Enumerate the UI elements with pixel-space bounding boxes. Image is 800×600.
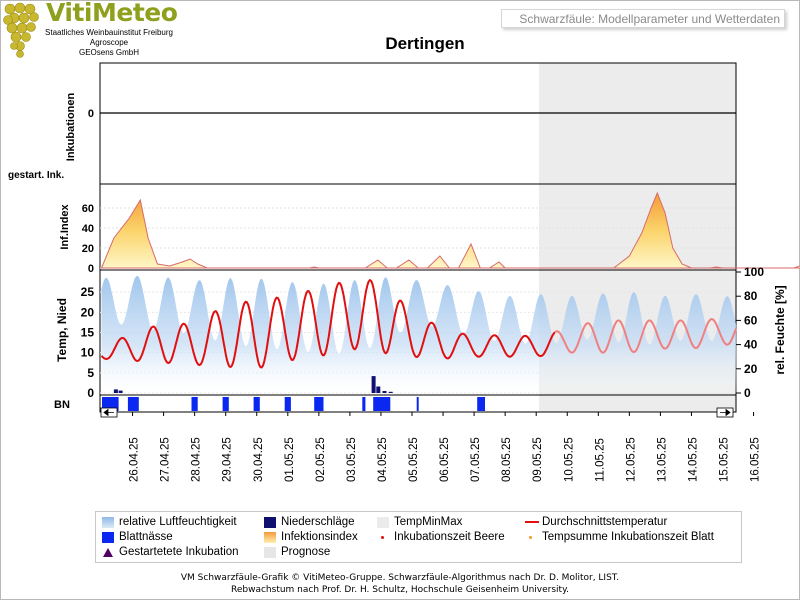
temp-tick-label: 0 bbox=[87, 386, 94, 400]
institution-2: Agroscope bbox=[89, 38, 129, 47]
header-title-box: Schwarzfäule: Modellparameter und Wetter… bbox=[501, 9, 785, 28]
weather-chart: Inkubationen 0 gestart. Ink. Inf.Index 0… bbox=[8, 62, 800, 482]
humidity-area bbox=[101, 275, 737, 393]
x-tick-label: 11.05.25 bbox=[594, 438, 606, 482]
precip-bar bbox=[382, 391, 387, 393]
x-tick-label: 27.04.25 bbox=[160, 437, 172, 482]
temp-tick-label: 15 bbox=[81, 326, 95, 340]
leaf-wetness-bar bbox=[102, 397, 119, 411]
legend-niederschlag-swatch bbox=[264, 517, 276, 528]
x-tick-label: 03.05.25 bbox=[346, 437, 358, 482]
weather-ylabel-left: Temp, Nied bbox=[55, 298, 69, 362]
x-tick-label: 10.05.25 bbox=[563, 437, 575, 482]
leaf-wetness-bar bbox=[222, 397, 229, 411]
x-tick-label: 04.05.25 bbox=[377, 437, 389, 482]
temp-tick-label: 20 bbox=[81, 305, 95, 319]
institution-3: GEOsens GmbH bbox=[78, 48, 139, 57]
precip-bar bbox=[388, 391, 393, 393]
inkubationen-ylabel: Inkubationen bbox=[65, 93, 77, 162]
station-title: Dertingen bbox=[385, 34, 465, 53]
x-tick-label: 15.05.25 bbox=[719, 437, 731, 482]
x-tick-label: 14.05.25 bbox=[688, 437, 700, 482]
precip-bar bbox=[113, 389, 118, 393]
humidity-tick-label: 0 bbox=[744, 386, 751, 400]
x-tick-label: 05.05.25 bbox=[408, 437, 420, 482]
legend-rh-swatch bbox=[102, 517, 114, 528]
x-tick-label: 16.05.25 bbox=[750, 437, 762, 482]
legend-avgtemp-swatch bbox=[525, 521, 539, 523]
leaf-wetness-bar bbox=[373, 397, 391, 411]
legend-tempminmax-swatch bbox=[377, 517, 389, 528]
leaf-wetness-bar bbox=[191, 397, 198, 411]
legend: relative Luftfeuchtigkeit Niederschläge … bbox=[95, 511, 742, 563]
humidity-tick-label: 20 bbox=[744, 362, 758, 376]
x-tick-label: 29.04.25 bbox=[222, 437, 234, 482]
leaf-wetness-bar bbox=[477, 397, 485, 411]
leaf-wetness-bar bbox=[362, 397, 366, 411]
legend-blattnaesse-swatch bbox=[102, 532, 114, 543]
precip-bar bbox=[371, 376, 376, 393]
x-tick-label: 26.04.25 bbox=[129, 437, 141, 482]
temp-tick-label: 10 bbox=[81, 346, 95, 360]
weather-ylabel-right: rel. Feuchte [%] bbox=[773, 285, 787, 374]
x-tick-label: 02.05.25 bbox=[315, 437, 327, 482]
inf-tick-label: 40 bbox=[82, 223, 94, 235]
legend-beere-dot bbox=[381, 536, 384, 539]
footer-line-2: Rebwachstum nach Prof. Dr. H. Schultz, H… bbox=[231, 585, 569, 595]
footer: VM Schwarzfäule-Grafik © VitiMeteo-Grupp… bbox=[0, 572, 800, 596]
x-tick-label: 06.05.25 bbox=[439, 437, 451, 482]
inf-index-ylabel: Inf.Index bbox=[59, 204, 71, 250]
institution-1: Staatliches Weinbauinstitut Freiburg bbox=[45, 28, 173, 37]
inf-tick-label: 20 bbox=[82, 243, 94, 255]
humidity-tick-label: 100 bbox=[744, 265, 764, 279]
temperature-line bbox=[100, 278, 556, 369]
x-tick-label: 13.05.25 bbox=[656, 437, 668, 482]
leaf-wetness-bar bbox=[416, 397, 419, 411]
bn-ylabel: BN bbox=[54, 399, 70, 411]
inf-tick-label: 0 bbox=[88, 263, 94, 275]
vitimeteo-logo: VitiMeteo Staatliches Weinbauinstitut Fr… bbox=[0, 0, 190, 62]
leaf-wetness-bar bbox=[253, 397, 260, 411]
temperature-forecast-line bbox=[554, 318, 738, 354]
legend-blatt-dot bbox=[529, 536, 532, 539]
inkubationen-tick-0: 0 bbox=[88, 108, 94, 120]
x-tick-label: 12.05.25 bbox=[625, 437, 637, 482]
humidity-tick-label: 80 bbox=[744, 289, 758, 303]
plot-frame bbox=[99, 62, 737, 413]
logo-wordmark: VitiMeteo bbox=[46, 0, 178, 27]
footer-line-1: VM Schwarzfäule-Grafik © VitiMeteo-Grupp… bbox=[180, 573, 620, 583]
humidity-tick-label: 60 bbox=[744, 313, 758, 327]
humidity-tick-label: 40 bbox=[744, 338, 758, 352]
legend-prognose-swatch bbox=[264, 547, 276, 558]
x-tick-label: 30.04.25 bbox=[253, 437, 265, 482]
inf-tick-label: 60 bbox=[82, 203, 94, 215]
temp-tick-label: 25 bbox=[81, 285, 95, 299]
precip-bar bbox=[118, 390, 123, 393]
infektionsindex-area bbox=[100, 191, 800, 269]
scroll-right-control[interactable] bbox=[716, 407, 734, 418]
x-tick-label: 07.05.25 bbox=[470, 437, 482, 482]
temp-tick-label: 5 bbox=[87, 366, 94, 380]
precip-bar bbox=[376, 386, 381, 393]
gestartete-ylabel: gestart. Ink. bbox=[8, 170, 64, 181]
x-tick-label: 08.05.25 bbox=[501, 437, 513, 482]
leaf-wetness-bar bbox=[127, 397, 139, 411]
x-tick-label: 09.05.25 bbox=[532, 437, 544, 482]
x-tick-label: 01.05.25 bbox=[284, 437, 296, 482]
grape-cluster-icon bbox=[3, 2, 39, 58]
leaf-wetness-bar bbox=[314, 397, 324, 411]
legend-infektionsindex-swatch bbox=[264, 532, 276, 543]
leaf-wetness-bar bbox=[284, 397, 291, 411]
x-tick-label: 28.04.25 bbox=[191, 437, 203, 482]
scroll-left-control[interactable] bbox=[100, 407, 118, 418]
purple-triangle-icon bbox=[103, 548, 113, 557]
